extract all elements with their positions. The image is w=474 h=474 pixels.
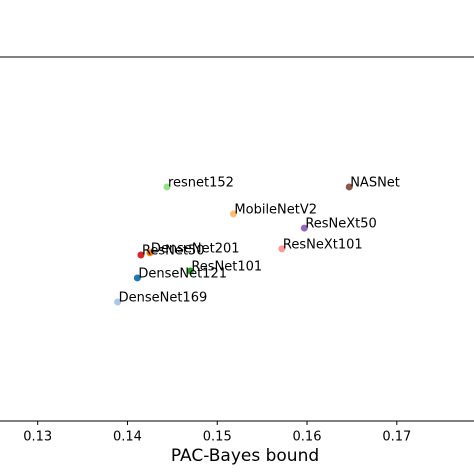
point-label: ResNeXt50 [305, 217, 377, 232]
point [229, 210, 237, 218]
point [300, 224, 308, 232]
point [114, 298, 122, 306]
point-label: DenseNet201 [151, 241, 240, 256]
point [163, 183, 171, 191]
point-label: ResNet50 [142, 244, 205, 259]
x-tick-label: 0.14 [113, 430, 142, 445]
x-tick-label: 0.17 [382, 430, 411, 445]
x-tick-label: 0.13 [23, 430, 52, 445]
point [186, 267, 194, 275]
point-label: NASNet [350, 175, 400, 190]
point [137, 251, 145, 259]
point-label: ResNet101 [191, 260, 262, 275]
point [133, 274, 141, 282]
point-label: MobileNetV2 [234, 202, 317, 217]
point-label: DenseNet121 [138, 266, 227, 281]
point-label: ResNeXt101 [283, 237, 363, 252]
x-tick-label: 0.16 [293, 430, 322, 445]
x-axis-label: PAC-Bayes bound [171, 446, 319, 466]
x-tick-label: 0.15 [203, 430, 232, 445]
point [345, 183, 353, 191]
point-label: DenseNet169 [119, 290, 208, 305]
point-label: resnet152 [168, 175, 234, 190]
point [278, 245, 286, 253]
point [146, 249, 154, 257]
